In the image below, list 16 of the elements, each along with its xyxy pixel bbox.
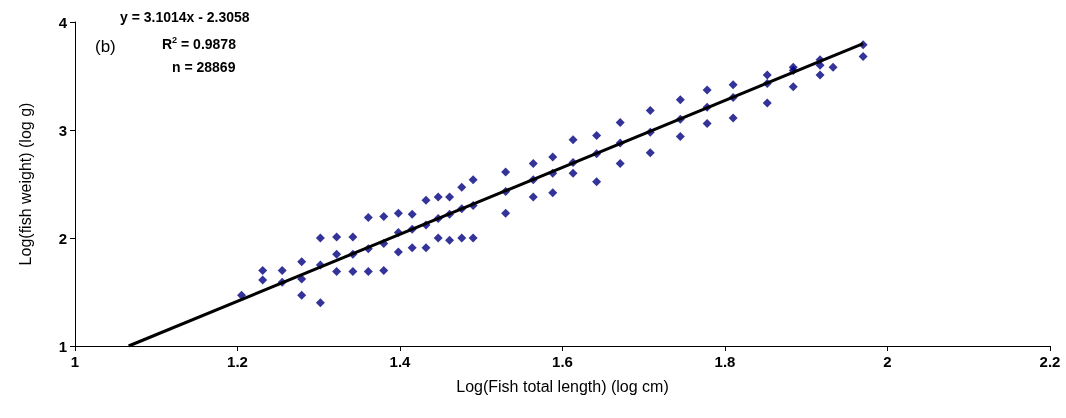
x-tick-label: 1.4 xyxy=(389,353,412,370)
x-tick-label: 2.2 xyxy=(1039,353,1061,370)
annotation: (b) xyxy=(95,37,116,56)
y-tick-label: 2 xyxy=(58,229,67,247)
x-tick-label: 1.2 xyxy=(227,353,248,370)
x-tick-label: 1.8 xyxy=(714,353,736,370)
annotation: y = 3.1014x - 2.3058 xyxy=(120,9,250,25)
y-tick-label: 4 xyxy=(58,13,68,31)
x-tick-label: 1 xyxy=(70,353,80,370)
x-axis-title: Log(Fish total length) (log cm) xyxy=(456,377,669,395)
x-tick-label: 1.6 xyxy=(552,353,573,370)
y-axis-title: Log(fish weight) (log g) xyxy=(16,102,34,266)
y-tick-label: 1 xyxy=(58,337,67,355)
y-tick-label: 3 xyxy=(58,121,67,139)
annotation: n = 28869 xyxy=(172,59,236,75)
x-tick-label: 2 xyxy=(883,353,892,370)
